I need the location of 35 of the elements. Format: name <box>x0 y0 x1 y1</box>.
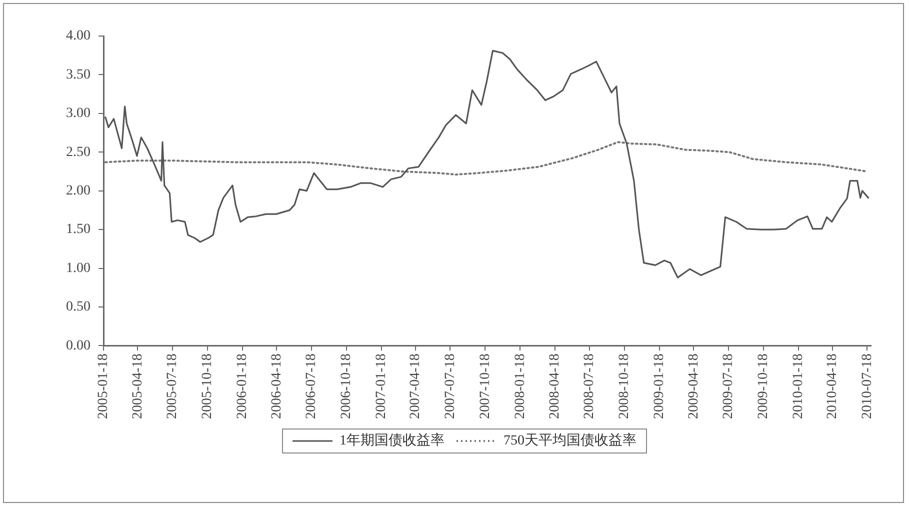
x-tick-label: 2006-04-18 <box>269 354 284 420</box>
x-tick-label: 2005-07-18 <box>165 354 180 420</box>
x-tick-label: 2010-01-18 <box>790 354 806 420</box>
line-series <box>104 141 868 176</box>
x-tick-label: 2007-07-18 <box>442 354 458 420</box>
x-tick-label: 2009-10-18 <box>756 354 771 420</box>
x-tick-label: 2008-01-18 <box>512 354 528 420</box>
x-tick-label: 2008-10-18 <box>617 354 632 420</box>
x-tick-label: 2009-07-18 <box>720 354 736 420</box>
x-tick-label: 2009-01-18 <box>652 354 668 420</box>
y-tick-label: 2.00 <box>66 184 90 199</box>
x-tick-label: 2010-04-18 <box>825 354 840 420</box>
y-tick-label: 0.50 <box>66 300 90 315</box>
x-tick-label: 2005-01-18 <box>96 354 112 420</box>
x-tick-label: 2007-04-18 <box>408 354 424 420</box>
x-tick-label: 2008-07-18 <box>582 354 598 420</box>
x-tick-label: 2007-10-18 <box>478 354 493 420</box>
legend-label: 750天平均国债收益率 <box>504 432 636 449</box>
y-tick-label: 2.50 <box>66 144 90 160</box>
y-tick-label: 1.50 <box>66 222 90 238</box>
y-tick-label: 3.00 <box>66 106 90 122</box>
y-tick-label: 3.50 <box>66 67 90 82</box>
x-tick-label: 2009-04-18 <box>686 354 702 420</box>
x-tick-label: 2008-04-18 <box>547 354 562 420</box>
x-tick-label: 2005-04-18 <box>130 354 146 420</box>
legend-label: 1年期国债收益率 <box>340 432 444 449</box>
y-tick-label: 4.00 <box>66 28 90 44</box>
x-tick-label: 2007-01-18 <box>374 354 389 420</box>
x-tick-label: 2006-01-18 <box>235 354 250 420</box>
y-tick-label: 1.00 <box>66 260 90 276</box>
x-tick-label: 2006-07-18 <box>304 354 319 420</box>
x-tick-label: 2010-07-18 <box>860 354 875 420</box>
y-tick-label: 0.00 <box>66 338 90 354</box>
x-tick-label: 2005-10-18 <box>200 354 216 420</box>
x-tick-label: 2006-10-18 <box>338 354 354 420</box>
